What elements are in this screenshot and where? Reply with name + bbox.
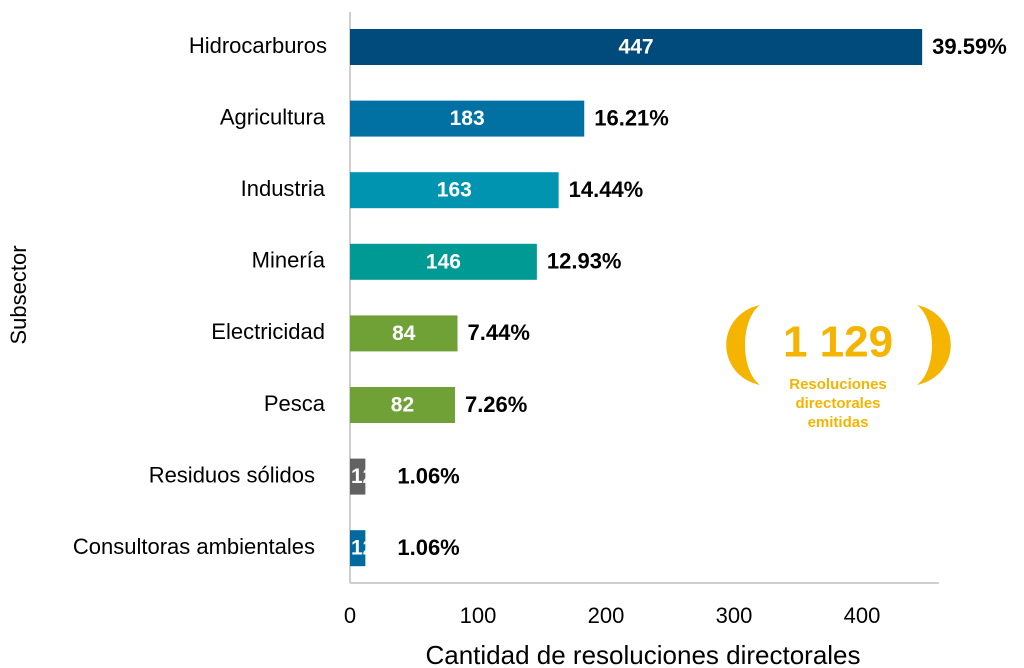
bar-value-label: 12	[351, 537, 374, 560]
annotation-text: directorales	[795, 395, 880, 412]
y-tick-label: Residuos sólidos	[149, 462, 315, 487]
bar-value-label: 183	[450, 107, 485, 130]
bar-value-label: 447	[619, 36, 654, 59]
y-axis-title: Subsector	[6, 245, 31, 344]
bar	[350, 387, 455, 423]
bar	[350, 29, 923, 65]
bar	[350, 530, 366, 567]
annotation-number: 1 129	[783, 318, 893, 367]
bar	[350, 458, 366, 495]
x-tick-label: 200	[588, 603, 625, 628]
y-tick-label: Consultoras ambientales	[73, 534, 315, 559]
bar	[350, 243, 537, 280]
x-tick-label: 300	[716, 603, 753, 628]
x-axis-title: Cantidad de resoluciones directorales	[425, 640, 860, 668]
annotation-text: emitidas	[808, 414, 869, 431]
x-tick-label: 100	[460, 603, 497, 628]
bar-value-label: 146	[426, 250, 461, 273]
bar-value-label: 12	[351, 465, 374, 488]
bar	[350, 100, 585, 137]
percent-label: 39.59%	[932, 34, 1007, 59]
bar-value-label: 84	[392, 322, 416, 345]
bar	[350, 315, 458, 352]
percent-label: 14.44%	[569, 177, 644, 202]
x-tick-label: 0	[344, 603, 356, 628]
bar	[350, 172, 559, 209]
x-tick-label: 400	[844, 603, 881, 628]
percent-label: 1.06%	[397, 463, 459, 488]
y-tick-label: Hidrocarburos	[189, 33, 327, 58]
y-tick-label: Electricidad	[211, 319, 325, 344]
annotation-bracket	[917, 305, 951, 385]
y-tick-label: Pesca	[264, 391, 326, 416]
y-tick-label: Agricultura	[220, 104, 326, 129]
bar-value-label: 163	[437, 179, 472, 202]
annotation-bracket	[726, 305, 760, 385]
y-tick-label: Minería	[252, 248, 326, 273]
bar-value-label: 82	[391, 394, 414, 417]
percent-label: 7.26%	[465, 392, 527, 417]
percent-label: 7.44%	[468, 320, 530, 345]
annotation-text: Resoluciones	[789, 376, 887, 393]
percent-label: 1.06%	[397, 535, 459, 560]
percent-label: 16.21%	[594, 105, 669, 130]
percent-label: 12.93%	[547, 249, 622, 274]
y-tick-label: Industria	[241, 176, 326, 201]
